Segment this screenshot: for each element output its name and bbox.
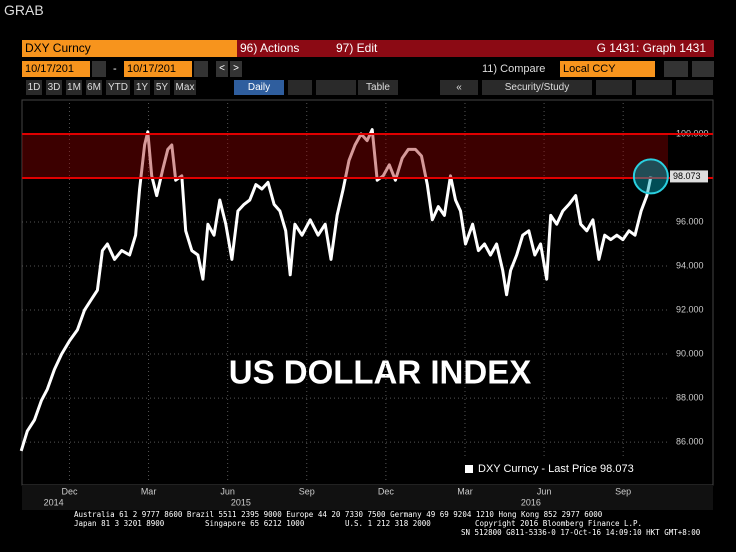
footer-line: Copyright 2016 Bloomberg Finance L.P. — [475, 519, 643, 528]
x-year-label: 2015 — [231, 497, 251, 507]
y-tick-label: 90.000 — [676, 348, 704, 358]
legend-label: DXY Curncy - Last Price 98.073 — [478, 463, 634, 475]
plot-frame — [21, 99, 714, 486]
period-button[interactable]: YTD — [106, 80, 130, 95]
collapse-button[interactable]: « — [440, 80, 478, 95]
x-year-label: 2016 — [521, 497, 541, 507]
period-button[interactable]: 1D — [26, 80, 42, 95]
x-axis-band — [22, 485, 713, 510]
y-tick-label: 96.000 — [676, 216, 704, 226]
calendar-icon[interactable] — [194, 61, 208, 77]
x-tick-label: Dec — [378, 486, 395, 496]
footer-line: Japan 81 3 3201 8900 — [74, 519, 165, 528]
period-button[interactable]: 1Y — [134, 80, 150, 95]
footer-line: Australia 61 2 9777 8600 Brazil 5511 239… — [74, 510, 603, 519]
end-date[interactable]: 10/17/201 — [124, 61, 192, 77]
settings-button[interactable] — [676, 80, 713, 95]
table-button[interactable]: Table — [358, 80, 398, 95]
compare-button[interactable]: 11) Compare — [482, 63, 546, 75]
x-tick-label: Mar — [141, 486, 157, 496]
period-button[interactable]: 1M — [66, 80, 82, 95]
redo-button[interactable] — [692, 61, 714, 77]
study-button[interactable]: Security/Study — [482, 80, 592, 95]
period-button[interactable]: 3D — [46, 80, 62, 95]
x-tick-label: Sep — [615, 486, 631, 496]
footer-line: Singapore 65 6212 1000 — [205, 519, 305, 528]
prev-button[interactable]: < — [216, 61, 228, 77]
chart-type-button[interactable] — [288, 80, 312, 95]
tools-button[interactable] — [316, 80, 356, 95]
y-tick-label: 92.000 — [676, 304, 704, 314]
last-value-box — [670, 170, 708, 183]
edit-menu[interactable]: 97) Edit — [333, 40, 432, 57]
highlight-circle — [632, 158, 669, 195]
footer-line: SN 512800 G811-5336-0 17-Oct-16 14:09:10… — [461, 528, 701, 537]
x-tick-label: Jun — [537, 486, 552, 496]
currency-select[interactable]: Local CCY — [560, 61, 655, 77]
x-tick-label: Jun — [220, 486, 235, 496]
frequency-select[interactable]: Daily — [234, 80, 284, 95]
date-dash: - — [113, 63, 117, 75]
y-tick-label: 88.000 — [676, 392, 704, 402]
chart-annotation: US DOLLAR INDEX — [229, 354, 532, 391]
actions-menu[interactable]: 96) Actions — [237, 40, 333, 57]
last-value-label: 98.073 — [673, 171, 701, 181]
period-button[interactable]: Max — [174, 80, 196, 95]
legend-box — [458, 458, 666, 480]
footer-line: U.S. 1 212 318 2000 — [345, 519, 431, 528]
flag-button[interactable] — [596, 80, 632, 95]
graph-title: G 1431: Graph 1431 — [432, 40, 714, 57]
legend-swatch — [465, 465, 473, 473]
series-line — [19, 128, 653, 452]
y-tick-label: 86.000 — [676, 436, 704, 446]
period-button[interactable]: 5Y — [154, 80, 170, 95]
x-tick-label: Dec — [61, 486, 78, 496]
start-date[interactable]: 10/17/201 — [22, 61, 90, 77]
period-button[interactable]: 6M — [86, 80, 102, 95]
x-tick-label: Sep — [299, 486, 315, 496]
x-year-label: 2014 — [44, 497, 64, 507]
undo-button[interactable] — [664, 61, 688, 77]
reference-band — [22, 134, 668, 179]
edit-button[interactable] — [636, 80, 672, 95]
calendar-icon[interactable] — [92, 61, 106, 77]
x-tick-label: Mar — [457, 486, 473, 496]
grab-label: GRAB — [4, 2, 44, 18]
y-tick-label: 94.000 — [676, 260, 704, 270]
next-button[interactable]: > — [230, 61, 242, 77]
security-field[interactable]: DXY Curncy — [22, 40, 237, 57]
